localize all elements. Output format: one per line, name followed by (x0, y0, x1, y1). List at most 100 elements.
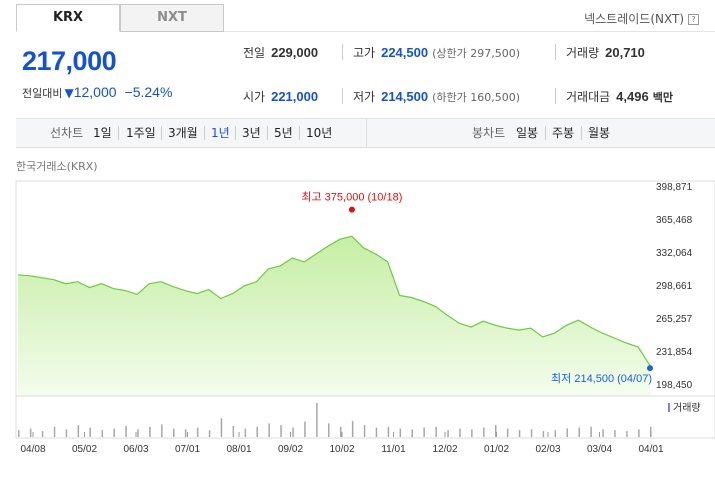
summary-divider (342, 44, 343, 60)
y-tick-label: 332,064 (656, 248, 693, 259)
volume-bar (304, 421, 306, 437)
volume-bar (363, 425, 366, 437)
x-tick-label: 06/03 (123, 444, 148, 455)
period-1d[interactable]: 1일 (93, 126, 112, 140)
period-1y[interactable]: 1년 (211, 126, 230, 140)
nxt-link[interactable]: 넥스트레이드(NXT)? (584, 10, 699, 27)
lower-limit: (하한가 160,500) (432, 91, 521, 104)
chart-type-divider (366, 119, 367, 147)
volume-bar (18, 430, 20, 437)
period-divider (267, 126, 268, 140)
volume-bar (518, 430, 521, 437)
change-label: 전일대비 (22, 87, 63, 100)
candle-weekly[interactable]: 주봉 (552, 126, 575, 140)
y-tick-label: 365,468 (656, 215, 693, 226)
volume-value: 20,710 (605, 45, 645, 60)
help-icon[interactable]: ? (688, 14, 699, 25)
high-label: 고가 (353, 46, 376, 60)
period-5y[interactable]: 5년 (274, 126, 293, 140)
volume-bar (184, 429, 187, 438)
volume-bar (650, 426, 652, 437)
volume-bar (554, 430, 557, 437)
volume-bar (387, 426, 390, 437)
volume: 거래량 20,710 (566, 44, 645, 61)
x-tick-label: 07/01 (175, 444, 200, 455)
low-value: 214,500 (381, 89, 429, 104)
volume-bar (268, 423, 270, 437)
period-10y[interactable]: 10년 (306, 126, 333, 140)
volume-bar (375, 427, 378, 437)
summary-divider (555, 88, 556, 104)
prev-close: 전일 229,000 (243, 44, 318, 61)
trade-amount-label: 거래대금 (566, 90, 611, 104)
period-divider (545, 126, 546, 140)
volume-bar (196, 427, 199, 437)
candle-chart-label: 봉차트 (472, 126, 506, 140)
volume-bar (423, 427, 425, 437)
y-tick-label: 265,257 (656, 314, 693, 325)
x-tick-label: 10/02 (329, 444, 354, 455)
summary-divider (342, 88, 343, 104)
tab-divider (224, 31, 715, 32)
period-3m[interactable]: 3개월 (168, 126, 198, 140)
volume-bar (149, 426, 151, 437)
volume-bar (292, 427, 294, 437)
y-tick-label: 231,854 (656, 347, 693, 358)
upper-limit: (상한가 297,500) (432, 47, 521, 60)
tab-nxt[interactable]: NXT (120, 4, 224, 32)
low: 저가 214,500 (하한가 160,500) (353, 88, 520, 105)
volume-bar (638, 429, 640, 438)
low-label: 저가 (353, 90, 376, 104)
volume-bar (614, 430, 616, 437)
prev-close-label: 전일 (243, 46, 266, 60)
period-3y[interactable]: 3년 (242, 126, 261, 140)
volume-bar (328, 423, 330, 437)
x-tick-label: 08/01 (226, 444, 251, 455)
x-tick-label: 12/02 (432, 444, 457, 455)
x-tick-label: 04/08 (20, 444, 45, 455)
high: 고가 224,500 (상한가 297,500) (353, 44, 520, 61)
tab-krx[interactable]: KRX (16, 4, 120, 32)
x-tick-label: 11/01 (381, 444, 406, 455)
down-arrow-icon: ▼ (64, 86, 74, 100)
volume-bar (256, 426, 258, 437)
max-label: 최고 375,000 (10/18) (301, 191, 402, 204)
open: 시가 221,000 (243, 88, 318, 105)
volume-bar (340, 426, 342, 437)
period-1w[interactable]: 1주일 (126, 126, 156, 140)
candle-daily[interactable]: 일봉 (516, 126, 539, 140)
volume-bar (435, 426, 437, 437)
trade-amount: 거래대금 4,496 백만 (566, 88, 673, 105)
y-tick-label: 398,871 (656, 182, 693, 193)
volume-bar (89, 427, 91, 437)
volume-bar (208, 430, 211, 437)
volume-bar (626, 431, 628, 438)
x-tick-label: 04/01 (638, 444, 663, 455)
price-area (18, 236, 650, 395)
period-divider (204, 126, 205, 140)
period-divider (118, 126, 119, 140)
line-chart-label: 선차트 (50, 126, 84, 140)
volume-bar (101, 430, 103, 437)
volume-bar (244, 428, 247, 437)
volume-bar (542, 431, 545, 438)
period-divider (235, 126, 236, 140)
summary-divider (555, 44, 556, 60)
volume-bar (602, 429, 604, 438)
volume-bar (232, 425, 235, 437)
volume-bar (65, 429, 68, 438)
volume-legend-swatch (668, 403, 670, 412)
volume-bar (280, 425, 282, 437)
y-tick-label: 298,661 (656, 281, 693, 292)
x-tick-label: 02/03 (535, 444, 560, 455)
volume-bar (506, 428, 509, 437)
volume-bar (590, 426, 592, 437)
high-value: 224,500 (381, 45, 429, 60)
volume-bar (399, 428, 402, 437)
candle-monthly[interactable]: 월봉 (588, 126, 611, 140)
volume-bar (161, 424, 163, 438)
change-percent: −5.24% (124, 84, 173, 100)
max-marker (348, 206, 355, 213)
volume-bar (530, 429, 533, 438)
period-divider (299, 126, 300, 140)
